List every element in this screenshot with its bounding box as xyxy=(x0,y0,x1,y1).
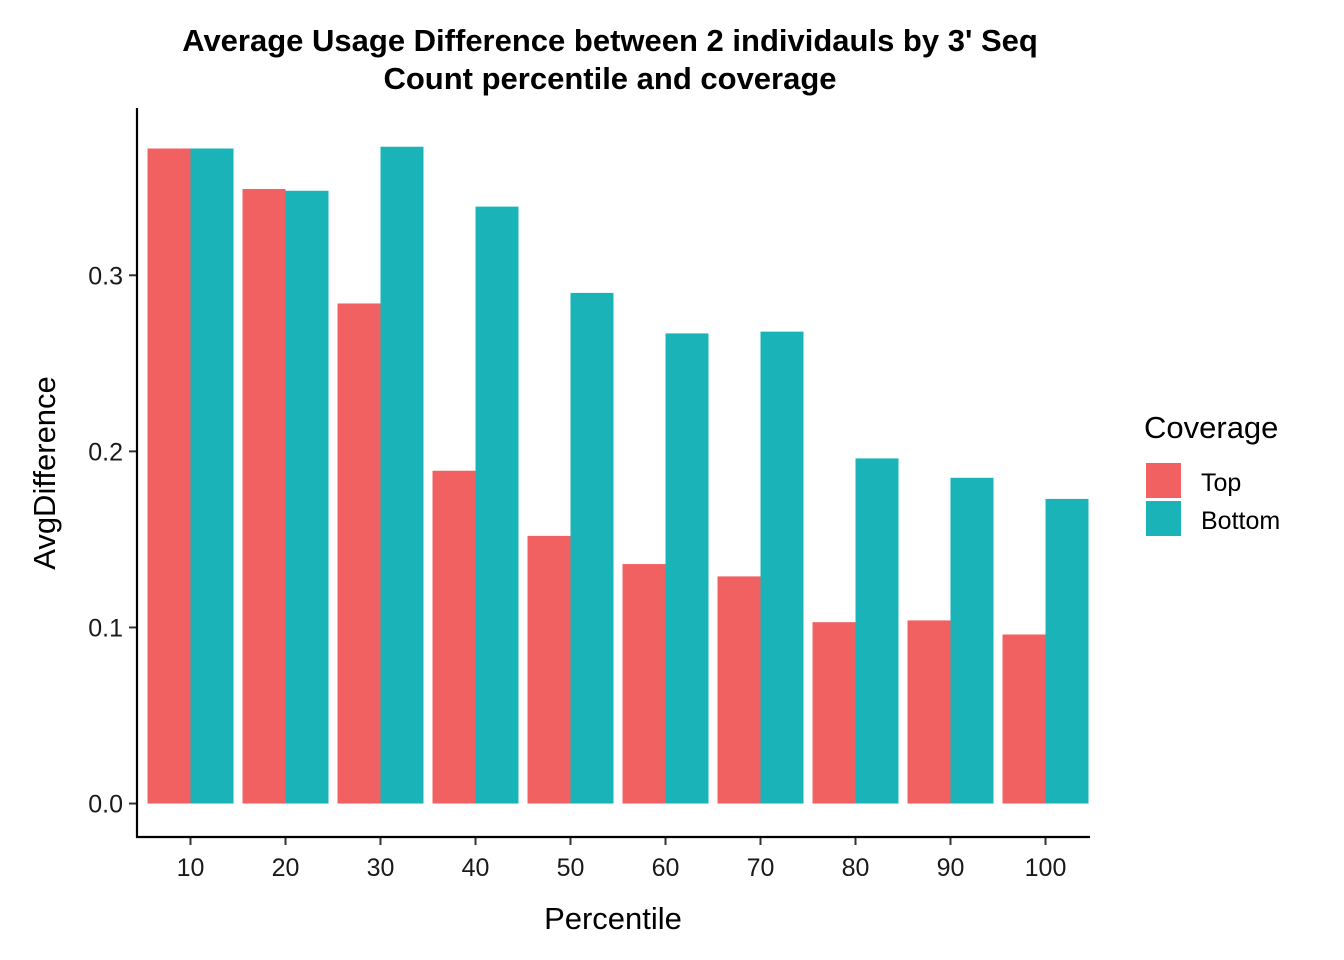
legend-swatch-bottom xyxy=(1146,501,1181,536)
x-tick-label: 80 xyxy=(842,854,870,882)
bar-top-80 xyxy=(812,622,856,804)
bar-top-20 xyxy=(242,189,286,804)
x-tick-label: 30 xyxy=(367,854,395,882)
chart-subtitle: Count percentile and coverage xyxy=(383,61,836,96)
legend: Coverage Top Bottom xyxy=(1144,410,1280,536)
bar-top-30 xyxy=(337,303,381,804)
bar-bottom-50 xyxy=(570,292,614,804)
bar-top-60 xyxy=(622,564,666,804)
bar-bottom-40 xyxy=(475,206,519,804)
x-tick-label: 70 xyxy=(747,854,775,882)
bars-group xyxy=(147,146,1089,804)
x-tick-label: 40 xyxy=(462,854,490,882)
y-axis-title: AvgDifference xyxy=(27,376,62,570)
bar-top-100 xyxy=(1002,634,1046,804)
bar-top-10 xyxy=(147,148,191,804)
bar-top-50 xyxy=(527,535,571,804)
bar-bottom-60 xyxy=(665,333,709,804)
x-tick-label: 50 xyxy=(557,854,585,882)
x-tick-label: 20 xyxy=(272,854,300,882)
x-tick-label: 60 xyxy=(652,854,680,882)
bar-bottom-100 xyxy=(1045,498,1089,804)
y-tick-label: 0.1 xyxy=(88,614,123,642)
x-tick-label: 100 xyxy=(1025,854,1067,882)
y-tick-label: 0.3 xyxy=(88,262,123,290)
y-axis-ticks: 0.0 0.1 0.2 0.3 xyxy=(88,262,137,819)
x-axis-ticks: 10 20 30 40 50 60 70 80 90 100 xyxy=(177,837,1067,882)
legend-label-bottom: Bottom xyxy=(1201,507,1280,535)
bar-bottom-10 xyxy=(190,148,234,804)
bar-top-40 xyxy=(432,470,476,804)
y-tick-label: 0.2 xyxy=(88,438,123,466)
chart-title: Average Usage Difference between 2 indiv… xyxy=(182,23,1038,58)
bar-bottom-30 xyxy=(380,146,424,804)
bar-top-90 xyxy=(907,620,951,804)
y-tick-label: 0.0 xyxy=(88,791,123,819)
bar-bottom-20 xyxy=(285,190,329,804)
x-axis-title: Percentile xyxy=(544,901,682,936)
x-tick-label: 90 xyxy=(937,854,965,882)
legend-swatch-top xyxy=(1146,463,1181,498)
x-tick-label: 10 xyxy=(177,854,205,882)
bar-bottom-70 xyxy=(760,331,804,804)
bar-top-70 xyxy=(717,576,761,804)
bar-bottom-90 xyxy=(950,477,994,804)
legend-title: Coverage xyxy=(1144,410,1278,445)
bar-bottom-80 xyxy=(855,458,899,804)
legend-label-top: Top xyxy=(1201,469,1241,497)
